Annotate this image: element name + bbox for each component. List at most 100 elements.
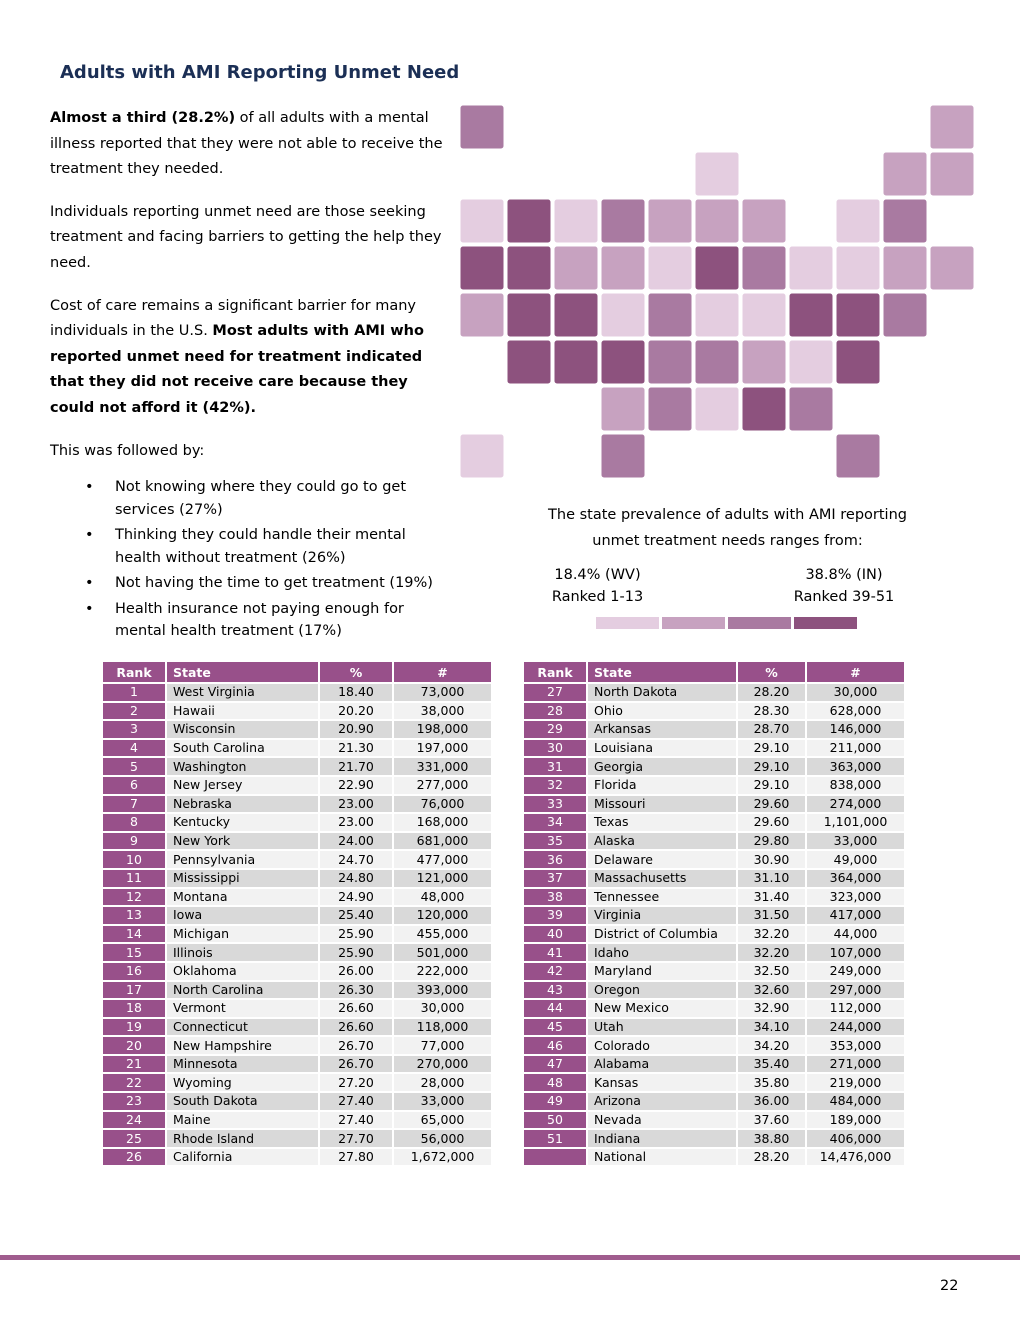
rank-cell: 29 (524, 721, 586, 740)
state-tile (741, 339, 787, 385)
state-cell: Kentucky (167, 814, 318, 833)
state-cell: District of Columbia (588, 925, 736, 945)
percent-cell: 25.90 (320, 925, 392, 945)
percent-cell: 26.60 (320, 1000, 392, 1019)
count-cell: 65,000 (394, 1111, 491, 1131)
rank-cell: 26 (103, 1148, 165, 1168)
percent-cell: 29.10 (738, 739, 805, 759)
legend-high-label: Ranked 39-51 (793, 589, 895, 605)
table-row: 30 Louisiana 29.10 211,000 (524, 739, 904, 759)
rank-cell: 44 (524, 1000, 586, 1019)
state-cell: Mississippi (167, 869, 318, 889)
table-row: 14 Michigan 25.90 455,000 (103, 925, 491, 945)
rank-cell: 49 (524, 1093, 586, 1112)
state-tile (788, 386, 834, 432)
state-tile (741, 245, 787, 291)
rank-cell: 32 (524, 776, 586, 796)
table-row: 47 Alabama 35.40 271,000 (524, 1055, 904, 1075)
state-tile (835, 339, 881, 385)
count-cell: 838,000 (807, 776, 904, 796)
table-row: 21 Minnesota 26.70 270,000 (103, 1055, 491, 1075)
table-row: 39 Virginia 31.50 417,000 (524, 907, 904, 926)
rank-cell: 37 (524, 869, 586, 889)
percent-cell: 32.20 (738, 925, 805, 945)
table-row: 6 New Jersey 22.90 277,000 (103, 776, 491, 796)
percent-cell: 31.40 (738, 888, 805, 908)
table-row: 22 Wyoming 27.20 28,000 (103, 1074, 491, 1094)
header-cell: # (807, 662, 904, 684)
state-tile (929, 104, 975, 150)
state-cell: Pennsylvania (167, 851, 318, 870)
state-cell: New Hampshire (167, 1037, 318, 1056)
rank-cell: 22 (103, 1074, 165, 1094)
table-row: 51 Indiana 38.80 406,000 (524, 1130, 904, 1149)
text: This was followed by: (50, 442, 205, 459)
state-cell: Nebraska (167, 795, 318, 815)
percent-cell: 38.80 (738, 1130, 805, 1149)
table-row: 44 New Mexico 32.90 112,000 (524, 1000, 904, 1019)
body-text: Almost a third (28.2%) of all adults wit… (50, 106, 450, 481)
count-cell: 121,000 (394, 869, 491, 889)
percent-cell: 20.20 (320, 702, 392, 722)
rank-cell: 23 (103, 1093, 165, 1112)
state-tile (835, 198, 881, 244)
header-cell: % (738, 662, 805, 684)
bold-text: Almost a third (28.2%) (50, 110, 236, 126)
rank-cell: 4 (103, 739, 165, 759)
table-row: 36 Delaware 30.90 49,000 (524, 851, 904, 870)
state-tile (600, 245, 646, 291)
table-row: 28 Ohio 28.30 628,000 (524, 702, 904, 722)
table-row: 32 Florida 29.10 838,000 (524, 776, 904, 796)
rank-cell: 17 (103, 981, 165, 1001)
count-cell: 274,000 (807, 795, 904, 815)
table-row: 48 Kansas 35.80 219,000 (524, 1074, 904, 1094)
state-cell: Tennessee (588, 888, 736, 908)
state-tile (553, 198, 599, 244)
count-cell: 107,000 (807, 944, 904, 963)
table-row: 40 District of Columbia 32.20 44,000 (524, 925, 904, 945)
state-tile (506, 245, 552, 291)
count-cell: 198,000 (394, 721, 491, 740)
state-cell: Oregon (588, 981, 736, 1001)
state-cell: Kansas (588, 1074, 736, 1094)
rank-cell: 50 (524, 1111, 586, 1131)
state-cell: Texas (588, 814, 736, 833)
rank-cell: 7 (103, 795, 165, 815)
state-tile (647, 292, 693, 338)
state-cell: Rhode Island (167, 1130, 318, 1149)
state-cell: Montana (167, 888, 318, 908)
state-cell: Missouri (588, 795, 736, 815)
rank-cell: 24 (103, 1111, 165, 1131)
count-cell: 30,000 (394, 1000, 491, 1019)
state-tile (506, 292, 552, 338)
state-tile (835, 292, 881, 338)
legend-low-value: 18.4% (WV) (554, 567, 641, 583)
table-row: 42 Maryland 32.50 249,000 (524, 962, 904, 982)
table-row: 12 Montana 24.90 48,000 (103, 888, 491, 908)
rank-cell: 45 (524, 1018, 586, 1038)
count-cell: 120,000 (394, 907, 491, 926)
paragraph: Cost of care remains a significant barri… (50, 294, 450, 422)
text: of all adults with a mental illness repo… (50, 110, 443, 178)
rank-cell: 38 (524, 888, 586, 908)
state-tile (882, 198, 928, 244)
state-tile (741, 198, 787, 244)
state-cell: Alaska (588, 832, 736, 852)
table-row: 24 Maine 27.40 65,000 (103, 1111, 491, 1131)
state-cell: Vermont (167, 1000, 318, 1019)
table-row: 25 Rhode Island 27.70 56,000 (103, 1130, 491, 1149)
state-cell: Indiana (588, 1130, 736, 1149)
legend-high-value: 38.8% (IN) (805, 567, 883, 583)
table-row: 16 Oklahoma 26.00 222,000 (103, 962, 491, 982)
table-row: 18 Vermont 26.60 30,000 (103, 1000, 491, 1019)
table-row: 9 New York 24.00 681,000 (103, 832, 491, 852)
state-cell: Georgia (588, 758, 736, 777)
percent-cell: 24.70 (320, 851, 392, 870)
percent-cell: 23.00 (320, 795, 392, 815)
table-row: 8 Kentucky 23.00 168,000 (103, 814, 491, 833)
percent-cell: 28.30 (738, 702, 805, 722)
legend-low: 18.4% (WV) Ranked 1-13 (535, 564, 660, 608)
state-cell: Massachusetts (588, 869, 736, 889)
rank-cell: 47 (524, 1055, 586, 1075)
percent-cell: 28.70 (738, 721, 805, 740)
